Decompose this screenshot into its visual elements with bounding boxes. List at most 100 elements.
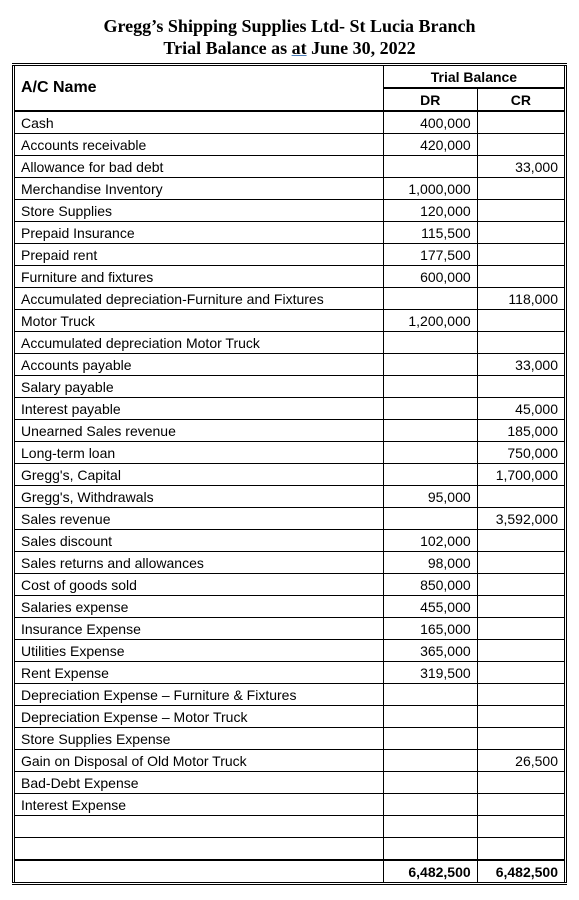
- table-row: Insurance Expense165,000: [14, 618, 566, 640]
- cr-amount: [477, 574, 565, 596]
- account-name: Sales discount: [14, 530, 384, 552]
- dr-amount: [383, 706, 477, 728]
- dr-amount: [383, 398, 477, 420]
- dr-amount: 850,000: [383, 574, 477, 596]
- account-name: Interest Expense: [14, 794, 384, 816]
- dr-amount: 165,000: [383, 618, 477, 640]
- dr-amount: [383, 464, 477, 486]
- cr-amount: 1,700,000: [477, 464, 565, 486]
- dr-amount: 400,000: [383, 111, 477, 134]
- dr-amount: [383, 442, 477, 464]
- table-row: Store Supplies Expense: [14, 728, 566, 750]
- company-title: Gregg’s Shipping Supplies Ltd- St Lucia …: [12, 15, 567, 38]
- cr-amount: [477, 640, 565, 662]
- cr-amount: [477, 332, 565, 354]
- cr-amount: [477, 662, 565, 684]
- table-row: Sales revenue3,592,000: [14, 508, 566, 530]
- table-row: Salaries expense455,000: [14, 596, 566, 618]
- cr-amount: [477, 772, 565, 794]
- table-row: [14, 816, 566, 838]
- table-row: Depreciation Expense – Motor Truck: [14, 706, 566, 728]
- dr-amount: 319,500: [383, 662, 477, 684]
- account-name: Cash: [14, 111, 384, 134]
- table-row: [14, 838, 566, 861]
- header-cr: CR: [477, 88, 565, 111]
- account-name: Depreciation Expense – Furniture & Fixtu…: [14, 684, 384, 706]
- dr-amount: 102,000: [383, 530, 477, 552]
- total-label: [14, 860, 384, 884]
- account-name: Insurance Expense: [14, 618, 384, 640]
- account-name: Store Supplies Expense: [14, 728, 384, 750]
- cr-amount: [477, 244, 565, 266]
- table-row: Accounts payable33,000: [14, 354, 566, 376]
- table-row: Interest payable45,000: [14, 398, 566, 420]
- account-name: Bad-Debt Expense: [14, 772, 384, 794]
- table-row: Bad-Debt Expense: [14, 772, 566, 794]
- dr-amount: 420,000: [383, 134, 477, 156]
- cr-amount: [477, 794, 565, 816]
- dr-amount: [383, 508, 477, 530]
- subtitle-suffix: June 30, 2022: [307, 38, 416, 58]
- table-row: Store Supplies120,000: [14, 200, 566, 222]
- cr-amount: [477, 728, 565, 750]
- table-row: Allowance for bad debt33,000: [14, 156, 566, 178]
- table-row: Interest Expense: [14, 794, 566, 816]
- account-name: Salary payable: [14, 376, 384, 398]
- account-name: [14, 816, 384, 838]
- account-name: Merchandise Inventory: [14, 178, 384, 200]
- total-cr: 6,482,500: [477, 860, 565, 884]
- account-name: Accounts payable: [14, 354, 384, 376]
- trial-balance-table: A/C Name Trial Balance DR CR Cash400,000…: [12, 63, 567, 885]
- cr-amount: [477, 618, 565, 640]
- account-name: Salaries expense: [14, 596, 384, 618]
- account-name: Interest payable: [14, 398, 384, 420]
- cr-amount: [477, 134, 565, 156]
- table-row: Rent Expense319,500: [14, 662, 566, 684]
- cr-amount: [477, 222, 565, 244]
- dr-amount: 365,000: [383, 640, 477, 662]
- subtitle-prefix: Trial Balance as: [163, 38, 291, 58]
- dr-amount: 455,000: [383, 596, 477, 618]
- table-row: Accumulated depreciation Motor Truck: [14, 332, 566, 354]
- account-name: Depreciation Expense – Motor Truck: [14, 706, 384, 728]
- account-name: Accounts receivable: [14, 134, 384, 156]
- cr-amount: [477, 684, 565, 706]
- cr-amount: [477, 552, 565, 574]
- account-name: Prepaid Insurance: [14, 222, 384, 244]
- dr-amount: 115,500: [383, 222, 477, 244]
- dr-amount: [383, 420, 477, 442]
- dr-amount: [383, 728, 477, 750]
- table-row: Accounts receivable420,000: [14, 134, 566, 156]
- dr-amount: [383, 816, 477, 838]
- account-name: Rent Expense: [14, 662, 384, 684]
- account-name: Prepaid rent: [14, 244, 384, 266]
- account-name: Sales returns and allowances: [14, 552, 384, 574]
- table-row: Prepaid rent177,500: [14, 244, 566, 266]
- account-name: Gain on Disposal of Old Motor Truck: [14, 750, 384, 772]
- report-subtitle: Trial Balance as at June 30, 2022: [12, 38, 567, 59]
- table-row: Sales returns and allowances98,000: [14, 552, 566, 574]
- header-dr: DR: [383, 88, 477, 111]
- table-row: Unearned Sales revenue185,000: [14, 420, 566, 442]
- account-name: Gregg's, Withdrawals: [14, 486, 384, 508]
- dr-amount: 98,000: [383, 552, 477, 574]
- table-row: Accumulated depreciation-Furniture and F…: [14, 288, 566, 310]
- account-name: Long-term loan: [14, 442, 384, 464]
- cr-amount: [477, 530, 565, 552]
- table-row: Long-term loan750,000: [14, 442, 566, 464]
- dr-amount: 177,500: [383, 244, 477, 266]
- table-row: Gregg's, Capital1,700,000: [14, 464, 566, 486]
- cr-amount: [477, 816, 565, 838]
- cr-amount: [477, 310, 565, 332]
- account-name: Motor Truck: [14, 310, 384, 332]
- cr-amount: 118,000: [477, 288, 565, 310]
- dr-amount: [383, 794, 477, 816]
- subtitle-at: at: [292, 38, 307, 58]
- table-row: Salary payable: [14, 376, 566, 398]
- dr-amount: [383, 838, 477, 861]
- dr-amount: [383, 750, 477, 772]
- header-trial-balance: Trial Balance: [383, 65, 565, 89]
- cr-amount: [477, 706, 565, 728]
- account-name: Sales revenue: [14, 508, 384, 530]
- cr-amount: 26,500: [477, 750, 565, 772]
